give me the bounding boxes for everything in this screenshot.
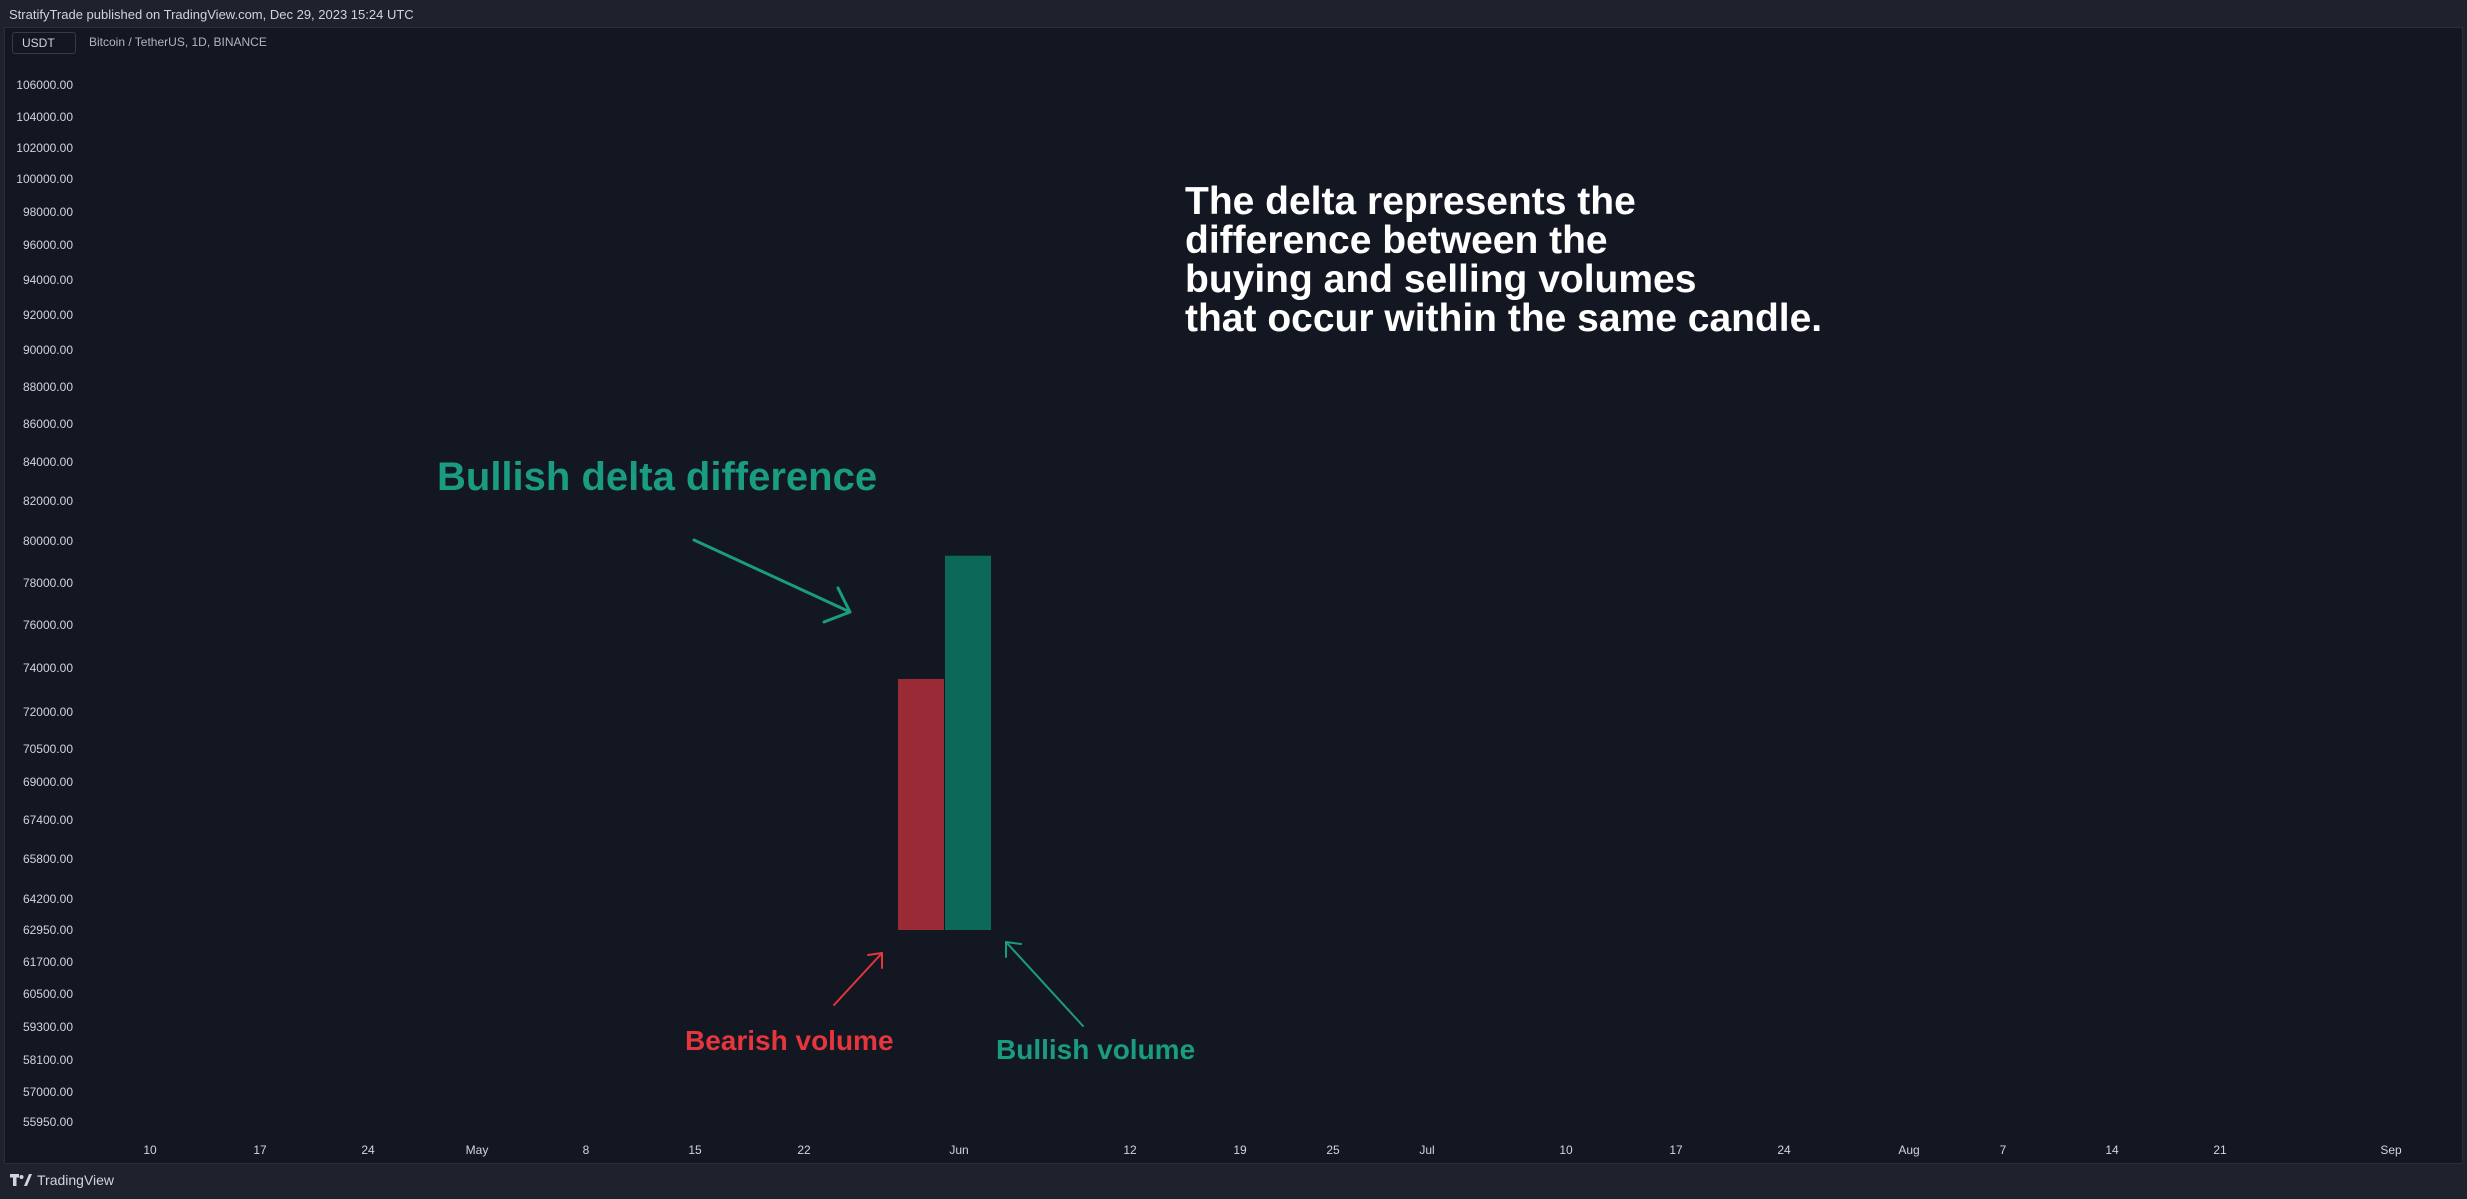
y-tick-label: 106000.00 xyxy=(16,78,73,92)
x-tick-label: 24 xyxy=(1777,1143,1791,1157)
y-tick-label: 88000.00 xyxy=(23,380,73,394)
y-tick-label: 78000.00 xyxy=(23,576,73,590)
explanation-line: that occur within the same candle. xyxy=(1185,297,1823,340)
y-tick-label: 64200.00 xyxy=(23,892,73,906)
delta-explanation: The delta represents the difference betw… xyxy=(1185,182,2085,338)
footer-brand: TradingView xyxy=(37,1172,115,1188)
annotation-arrows xyxy=(692,538,1084,1027)
x-tick-label: 22 xyxy=(797,1143,811,1157)
publish-header: StratifyTrade published on TradingView.c… xyxy=(0,0,2467,27)
x-tick-label: 25 xyxy=(1326,1143,1340,1157)
explanation-line: buying and selling volumes xyxy=(1185,258,1697,301)
y-tick-label: 94000.00 xyxy=(23,273,73,287)
y-tick-label: 104000.00 xyxy=(16,110,73,124)
bullish-volume-label: Bullish volume xyxy=(996,1034,1196,1065)
y-tick-label: 67400.00 xyxy=(23,813,73,827)
tradingview-logo[interactable]: TradingView xyxy=(10,1172,114,1188)
y-tick-label: 72000.00 xyxy=(23,705,73,719)
y-tick-label: 92000.00 xyxy=(23,308,73,322)
y-tick-label: 98000.00 xyxy=(23,205,73,219)
y-tick-label: 82000.00 xyxy=(23,494,73,508)
x-tick-label: May xyxy=(466,1143,489,1157)
y-tick-label: 102000.00 xyxy=(16,141,73,155)
y-tick-label: 55950.00 xyxy=(23,1115,73,1129)
x-tick-label: Jul xyxy=(1419,1143,1434,1157)
bearish-volume-bar xyxy=(898,679,944,930)
y-tick-label: 70500.00 xyxy=(23,742,73,756)
explanation-line: difference between the xyxy=(1185,219,1608,262)
y-tick-label: 65800.00 xyxy=(23,852,73,866)
y-tick-label: 74000.00 xyxy=(23,661,73,675)
volume-bars xyxy=(898,555,991,930)
x-tick-label: 12 xyxy=(1123,1143,1137,1157)
y-axis: 106000.00 104000.00 102000.00 100000.00 9800… xyxy=(16,78,73,1129)
y-tick-label: 59300.00 xyxy=(23,1020,73,1034)
y-tick-label: 62950.00 xyxy=(23,923,73,937)
bullish-volume-arrow xyxy=(1005,941,1084,1027)
x-tick-label: 17 xyxy=(253,1143,267,1157)
bearish-volume-label: Bearish volume xyxy=(685,1025,894,1056)
x-tick-label: 24 xyxy=(361,1143,375,1157)
y-tick-label: 84000.00 xyxy=(23,455,73,469)
y-tick-label: 58100.00 xyxy=(23,1053,73,1067)
chart-panel xyxy=(4,27,2463,1164)
x-tick-label: 14 xyxy=(2105,1143,2119,1157)
y-tick-label: 86000.00 xyxy=(23,417,73,431)
x-tick-label: 10 xyxy=(143,1143,157,1157)
y-tick-label: 100000.00 xyxy=(16,172,73,186)
explanation-line: The delta represents the xyxy=(1185,180,1636,223)
bullish-volume-bar xyxy=(945,555,991,930)
y-tick-label: 57000.00 xyxy=(23,1085,73,1099)
y-tick-label: 80000.00 xyxy=(23,534,73,548)
x-tick-label: Sep xyxy=(2380,1143,2402,1157)
x-tick-label: 15 xyxy=(688,1143,702,1157)
y-tick-label: 96000.00 xyxy=(23,238,73,252)
x-tick-label: Jun xyxy=(949,1143,968,1157)
x-tick-label: Aug xyxy=(1898,1143,1919,1157)
y-tick-label: 61700.00 xyxy=(23,955,73,969)
tradingview-logo-icon xyxy=(10,1174,32,1186)
x-tick-label: 7 xyxy=(2000,1143,2007,1157)
symbol-info: Bitcoin / TetherUS, 1D, BINANCE xyxy=(89,35,267,49)
x-tick-label: 19 xyxy=(1233,1143,1247,1157)
footer-bar: TradingView xyxy=(0,1164,2467,1199)
publish-line: StratifyTrade published on TradingView.c… xyxy=(9,7,414,22)
bullish-delta-arrow xyxy=(692,538,852,624)
y-tick-label: 60500.00 xyxy=(23,987,73,1001)
x-tick-label: 17 xyxy=(1669,1143,1683,1157)
y-tick-label: 69000.00 xyxy=(23,775,73,789)
x-axis: 10 17 24 May 8 15 22 Jun 12 19 25 Jul 10 17 24 Aug 7 14 21… xyxy=(143,1143,2402,1157)
x-tick-label: 8 xyxy=(583,1143,590,1157)
y-tick-label: 90000.00 xyxy=(23,343,73,357)
bullish-delta-label: Bullish delta difference xyxy=(437,455,878,499)
currency-badge[interactable]: USDT xyxy=(12,32,76,54)
bearish-volume-arrow xyxy=(833,952,883,1006)
x-tick-label: 10 xyxy=(1559,1143,1573,1157)
y-tick-label: 76000.00 xyxy=(23,618,73,632)
x-tick-label: 21 xyxy=(2213,1143,2227,1157)
